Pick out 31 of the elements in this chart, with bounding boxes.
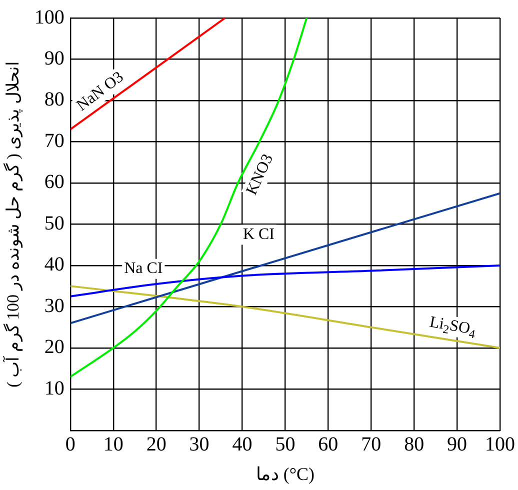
y-tick-label: 10 [44,377,64,400]
x-tick-label: 50 [275,434,296,456]
x-tick-label: 80 [404,434,424,456]
y-tick-label: 60 [44,171,64,194]
x-tick-label: 30 [189,434,210,456]
x-tick-label: 20 [146,434,166,456]
x-tick-label: 100 [485,434,515,456]
x-tick-label: 90 [447,434,468,456]
x-axis-title: دما (°C) [256,464,315,484]
series-label: K CI [242,226,275,243]
y-tick-label: 50 [44,212,64,234]
text: NaN O3 [74,68,127,114]
x-tick-label: 0 [65,434,76,456]
text: KNO3 [243,152,277,198]
x-tick-label: 60 [318,434,338,456]
line-series [70,18,308,378]
y-tick-label: 40 [44,254,64,276]
y-tick-label: 70 [44,130,64,152]
y-tick-label: 100 [34,6,64,28]
text: Li2SO4 [428,314,476,342]
line-series [70,285,500,349]
y-axis-title: انحلال پذیری ( گرم حل شونده در 100 گرم آب ) [2,61,24,388]
y-tick-label: 90 [44,47,64,70]
x-tick-label: 40 [232,434,252,456]
series-label: Na CI [124,260,163,278]
x-tick-label: 10 [103,434,124,456]
y-tick-label: 30 [44,294,64,317]
line-series [70,264,500,298]
x-tick-label: 70 [361,434,382,456]
y-tick-label: 80 [44,88,64,111]
y-tick-label: 20 [44,336,64,358]
